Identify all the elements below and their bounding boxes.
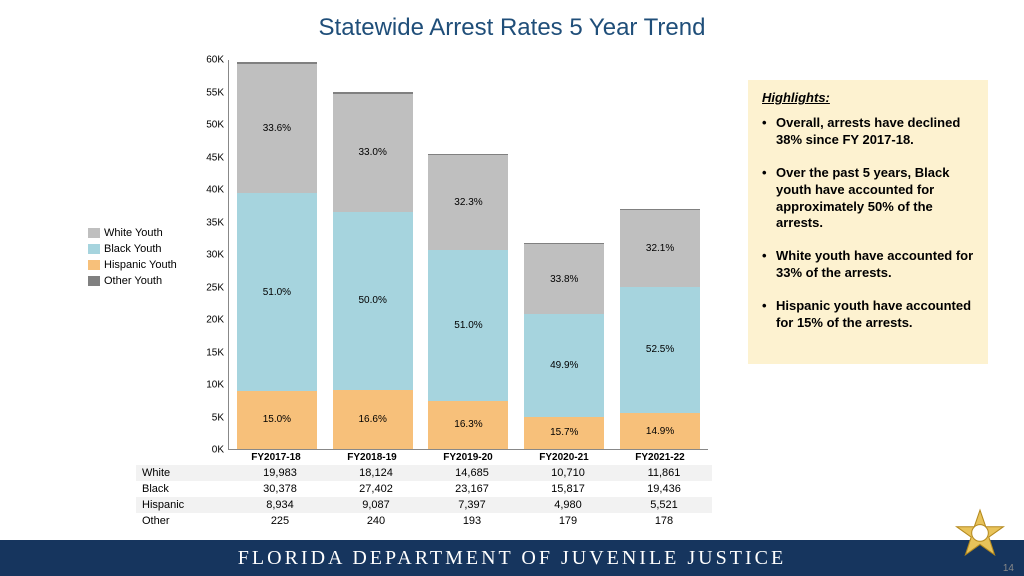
legend-label: Hispanic Youth bbox=[104, 257, 177, 273]
table-cell: 19,983 bbox=[232, 465, 328, 481]
page-title: Statewide Arrest Rates 5 Year Trend bbox=[0, 14, 1024, 42]
table-cell: 15,817 bbox=[520, 481, 616, 497]
data-table: White19,98318,12414,68510,71011,861Black… bbox=[136, 465, 712, 529]
legend-swatch bbox=[88, 228, 100, 238]
table-cell: 5,521 bbox=[616, 497, 712, 513]
legend-item: White Youth bbox=[88, 225, 177, 241]
table-cell: 14,685 bbox=[424, 465, 520, 481]
table-cell: 7,397 bbox=[424, 497, 520, 513]
y-axis-tick: 25K bbox=[206, 282, 224, 293]
table-cell: 225 bbox=[232, 513, 328, 529]
table-row: Hispanic8,9349,0877,3974,9805,521 bbox=[136, 497, 712, 513]
table-cell: 19,436 bbox=[616, 481, 712, 497]
bar-segment-white: 33.6% bbox=[237, 64, 317, 194]
y-axis-tick: 50K bbox=[206, 120, 224, 131]
footer-bar: FLORIDA DEPARTMENT OF JUVENILE JUSTICE bbox=[0, 540, 1024, 576]
table-cell: 10,710 bbox=[520, 465, 616, 481]
x-axis-label: FY2019-20 bbox=[428, 452, 508, 463]
table-row: White19,98318,12414,68510,71011,861 bbox=[136, 465, 712, 481]
legend-swatch bbox=[88, 276, 100, 286]
bar-column: 16.3%51.0%32.3% bbox=[428, 154, 508, 449]
table-row-label: Black bbox=[136, 481, 232, 497]
y-axis-tick: 55K bbox=[206, 87, 224, 98]
table-row-label: Other bbox=[136, 513, 232, 529]
bar-segment-hispanic: 15.7% bbox=[524, 417, 604, 449]
highlight-item: White youth have accounted for 33% of th… bbox=[762, 248, 974, 282]
table-cell: 27,402 bbox=[328, 481, 424, 497]
highlight-item: Hispanic youth have accounted for 15% of… bbox=[762, 298, 974, 332]
y-axis-tick: 60K bbox=[206, 55, 224, 66]
bar-segment-hispanic: 15.0% bbox=[237, 391, 317, 449]
x-axis-label: FY2021-22 bbox=[620, 452, 700, 463]
table-cell: 8,934 bbox=[232, 497, 328, 513]
table-cell: 4,980 bbox=[520, 497, 616, 513]
y-axis-tick: 20K bbox=[206, 315, 224, 326]
bar-column: 14.9%52.5%32.1% bbox=[620, 209, 700, 449]
highlights-title: Highlights: bbox=[762, 90, 974, 105]
bar-column: 15.7%49.9%33.8% bbox=[524, 243, 604, 449]
legend: White YouthBlack YouthHispanic YouthOthe… bbox=[88, 225, 177, 289]
legend-item: Hispanic Youth bbox=[88, 257, 177, 273]
y-axis-tick: 15K bbox=[206, 347, 224, 358]
highlight-item: Overall, arrests have declined 38% since… bbox=[762, 115, 974, 149]
table-cell: 193 bbox=[424, 513, 520, 529]
table-cell: 179 bbox=[520, 513, 616, 529]
legend-label: Other Youth bbox=[104, 273, 162, 289]
table-row: Black30,37827,40223,16715,81719,436 bbox=[136, 481, 712, 497]
legend-label: White Youth bbox=[104, 225, 163, 241]
legend-swatch bbox=[88, 260, 100, 270]
y-axis-tick: 40K bbox=[206, 185, 224, 196]
bar-segment-white: 33.8% bbox=[524, 244, 604, 314]
y-axis-tick: 30K bbox=[206, 250, 224, 261]
table-cell: 30,378 bbox=[232, 481, 328, 497]
bar-column: 15.0%51.0%33.6% bbox=[237, 62, 317, 449]
bar-segment-white: 33.0% bbox=[333, 94, 413, 212]
bar-segment-hispanic: 16.3% bbox=[428, 401, 508, 449]
table-cell: 18,124 bbox=[328, 465, 424, 481]
stacked-bar-chart: 0K5K10K15K20K25K30K35K40K45K50K55K60K 15… bbox=[228, 60, 708, 450]
legend-label: Black Youth bbox=[104, 241, 162, 257]
y-axis-tick: 10K bbox=[206, 380, 224, 391]
bar-segment-black: 49.9% bbox=[524, 314, 604, 417]
agency-seal-icon bbox=[954, 508, 1006, 560]
bar-segment-white: 32.3% bbox=[428, 155, 508, 250]
y-axis-tick: 35K bbox=[206, 217, 224, 228]
table-cell: 11,861 bbox=[616, 465, 712, 481]
x-axis-label: FY2020-21 bbox=[524, 452, 604, 463]
bar-segment-hispanic: 16.6% bbox=[333, 390, 413, 449]
legend-swatch bbox=[88, 244, 100, 254]
bar-segment-hispanic: 14.9% bbox=[620, 413, 700, 449]
y-axis-tick: 0K bbox=[212, 445, 224, 456]
bar-segment-black: 51.0% bbox=[237, 193, 317, 390]
legend-item: Other Youth bbox=[88, 273, 177, 289]
table-row-label: Hispanic bbox=[136, 497, 232, 513]
y-axis-tick: 5K bbox=[212, 412, 224, 423]
page-number: 14 bbox=[1003, 563, 1014, 574]
y-axis-tick: 45K bbox=[206, 152, 224, 163]
table-row: Other225240193179178 bbox=[136, 513, 712, 529]
x-axis-label: FY2018-19 bbox=[332, 452, 412, 463]
legend-item: Black Youth bbox=[88, 241, 177, 257]
bar-segment-white: 32.1% bbox=[620, 210, 700, 287]
table-cell: 240 bbox=[328, 513, 424, 529]
table-cell: 9,087 bbox=[328, 497, 424, 513]
table-cell: 178 bbox=[616, 513, 712, 529]
table-row-label: White bbox=[136, 465, 232, 481]
x-axis-label: FY2017-18 bbox=[236, 452, 316, 463]
bar-segment-black: 51.0% bbox=[428, 250, 508, 401]
bar-column: 16.6%50.0%33.0% bbox=[333, 92, 413, 449]
highlights-box: Highlights: Overall, arrests have declin… bbox=[748, 80, 988, 364]
table-cell: 23,167 bbox=[424, 481, 520, 497]
bar-segment-black: 50.0% bbox=[333, 212, 413, 390]
bar-segment-black: 52.5% bbox=[620, 287, 700, 413]
footer-text: FLORIDA DEPARTMENT OF JUVENILE JUSTICE bbox=[238, 547, 786, 570]
highlight-item: Over the past 5 years, Black youth have … bbox=[762, 165, 974, 233]
